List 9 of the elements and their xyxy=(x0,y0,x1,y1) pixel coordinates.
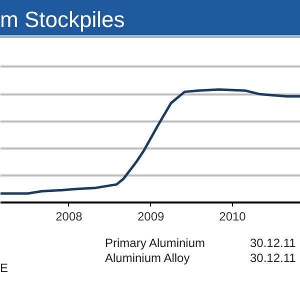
text: 30.12.11 xyxy=(250,250,296,267)
x-tick-label: 2009 xyxy=(137,210,165,224)
x-tick-label: 2008 xyxy=(56,210,83,224)
text: 30.12.11 xyxy=(250,235,296,252)
chart-title: m Stockpiles xyxy=(0,6,125,34)
text: Aluminium Alloy xyxy=(105,250,190,267)
text: Primary Aluminium xyxy=(105,235,206,252)
text: E xyxy=(0,260,8,277)
x-tick-label: 2010 xyxy=(219,210,246,224)
